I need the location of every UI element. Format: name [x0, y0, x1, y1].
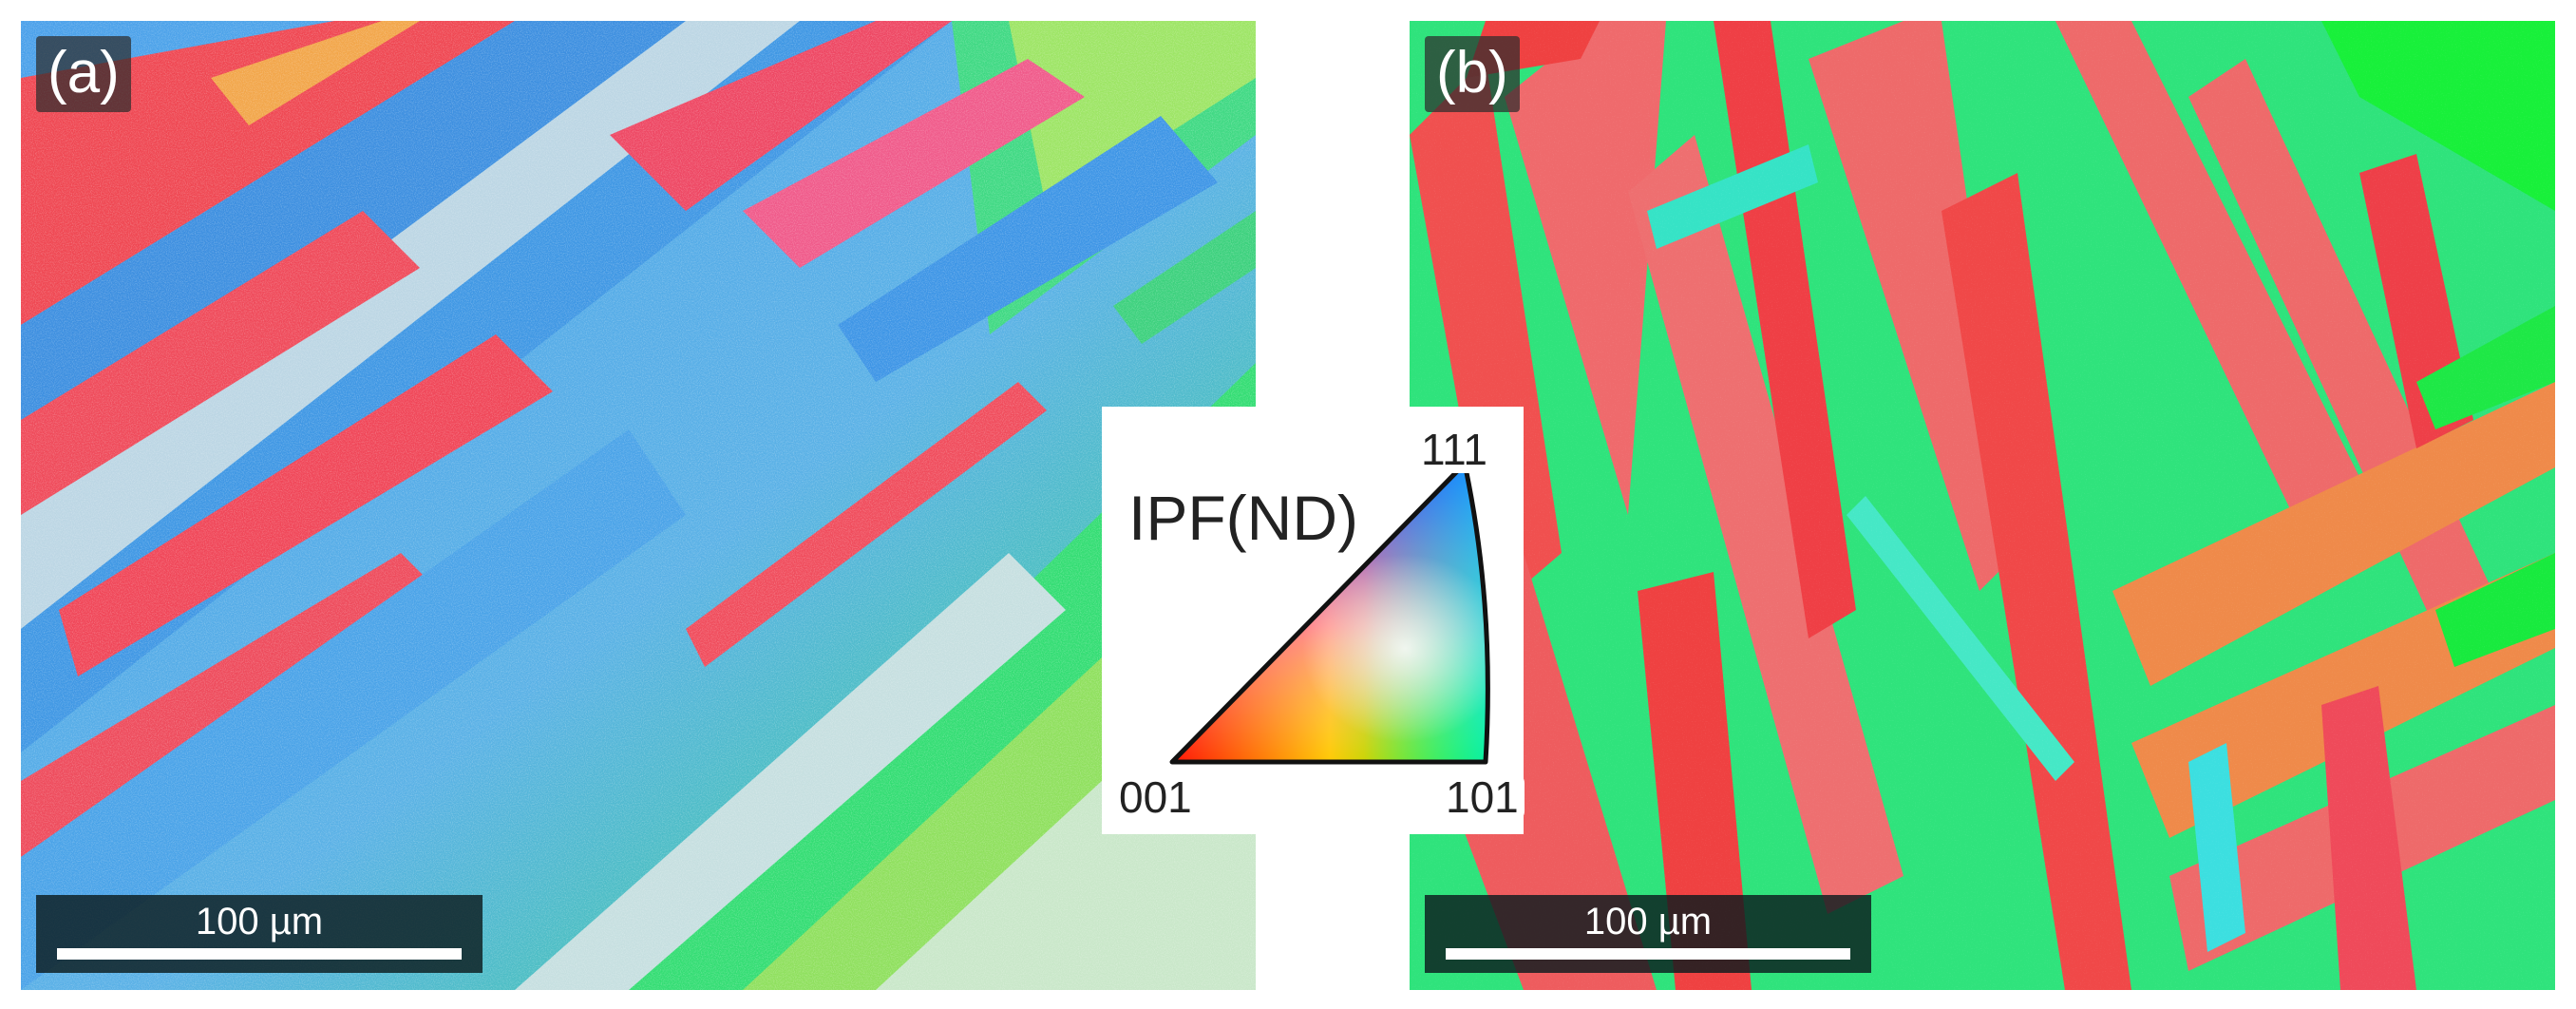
legend-corner-111: 111 — [1415, 426, 1493, 473]
scale-bar-label-a: 100 µm — [195, 901, 324, 942]
panel-label-a: (a) — [36, 36, 131, 112]
legend-corner-001: 001 — [1113, 773, 1198, 821]
ipf-map-b — [1410, 21, 2555, 990]
ebsd-map-panel-a: (a) 100 µm — [21, 21, 1256, 990]
ebsd-map-panel-b: (b) 100 µm — [1410, 21, 2555, 990]
legend-corner-101: 101 — [1440, 773, 1525, 821]
legend-title: IPF(ND) — [1128, 483, 1358, 553]
ipf-color-triangle — [1169, 461, 1490, 765]
scale-bar-label-b: 100 µm — [1583, 901, 1713, 942]
ipf-legend: IPF(ND) 111 001 101 — [1102, 407, 1525, 834]
scale-bar-a: 100 µm — [36, 895, 483, 973]
ipf-map-a — [21, 21, 1256, 990]
scale-bar-b: 100 µm — [1425, 895, 1871, 973]
panel-label-b: (b) — [1425, 36, 1520, 112]
scale-bar-line-b — [1446, 948, 1850, 960]
scale-bar-line-a — [57, 948, 462, 960]
